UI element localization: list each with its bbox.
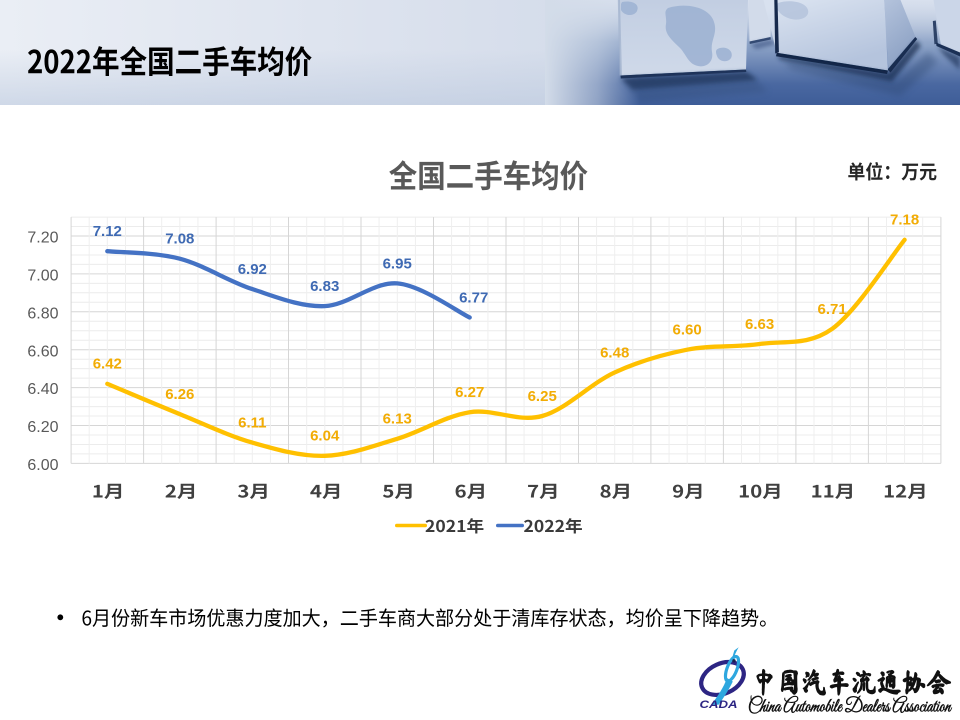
svg-text:6.11: 6.11 bbox=[238, 415, 266, 432]
svg-text:7.08: 7.08 bbox=[165, 231, 194, 248]
svg-text:6.20: 6.20 bbox=[27, 419, 58, 436]
svg-text:6.26: 6.26 bbox=[165, 386, 194, 403]
svg-text:6.80: 6.80 bbox=[27, 305, 58, 322]
svg-text:6.60: 6.60 bbox=[672, 322, 701, 339]
svg-text:CADA: CADA bbox=[700, 699, 738, 711]
svg-text:6.25: 6.25 bbox=[528, 388, 557, 405]
svg-text:6.92: 6.92 bbox=[238, 261, 267, 278]
svg-text:6.42: 6.42 bbox=[93, 356, 122, 373]
svg-text:7.18: 7.18 bbox=[890, 212, 919, 229]
svg-text:6.00: 6.00 bbox=[27, 457, 58, 474]
svg-text:6.83: 6.83 bbox=[310, 278, 339, 295]
svg-text:6.71: 6.71 bbox=[817, 301, 846, 318]
svg-text:6.48: 6.48 bbox=[600, 344, 629, 361]
svg-text:6.77: 6.77 bbox=[459, 289, 488, 306]
svg-text:6.95: 6.95 bbox=[383, 255, 412, 272]
svg-text:7.00: 7.00 bbox=[27, 268, 58, 285]
svg-text:6.04: 6.04 bbox=[310, 428, 340, 445]
svg-text:7.12: 7.12 bbox=[93, 223, 122, 240]
svg-text:6.40: 6.40 bbox=[27, 381, 58, 398]
svg-text:6.27: 6.27 bbox=[455, 384, 484, 401]
svg-text:6.60: 6.60 bbox=[27, 343, 58, 360]
svg-text:6.13: 6.13 bbox=[383, 411, 412, 428]
svg-text:6.63: 6.63 bbox=[745, 316, 774, 333]
svg-text:7.20: 7.20 bbox=[27, 230, 58, 247]
